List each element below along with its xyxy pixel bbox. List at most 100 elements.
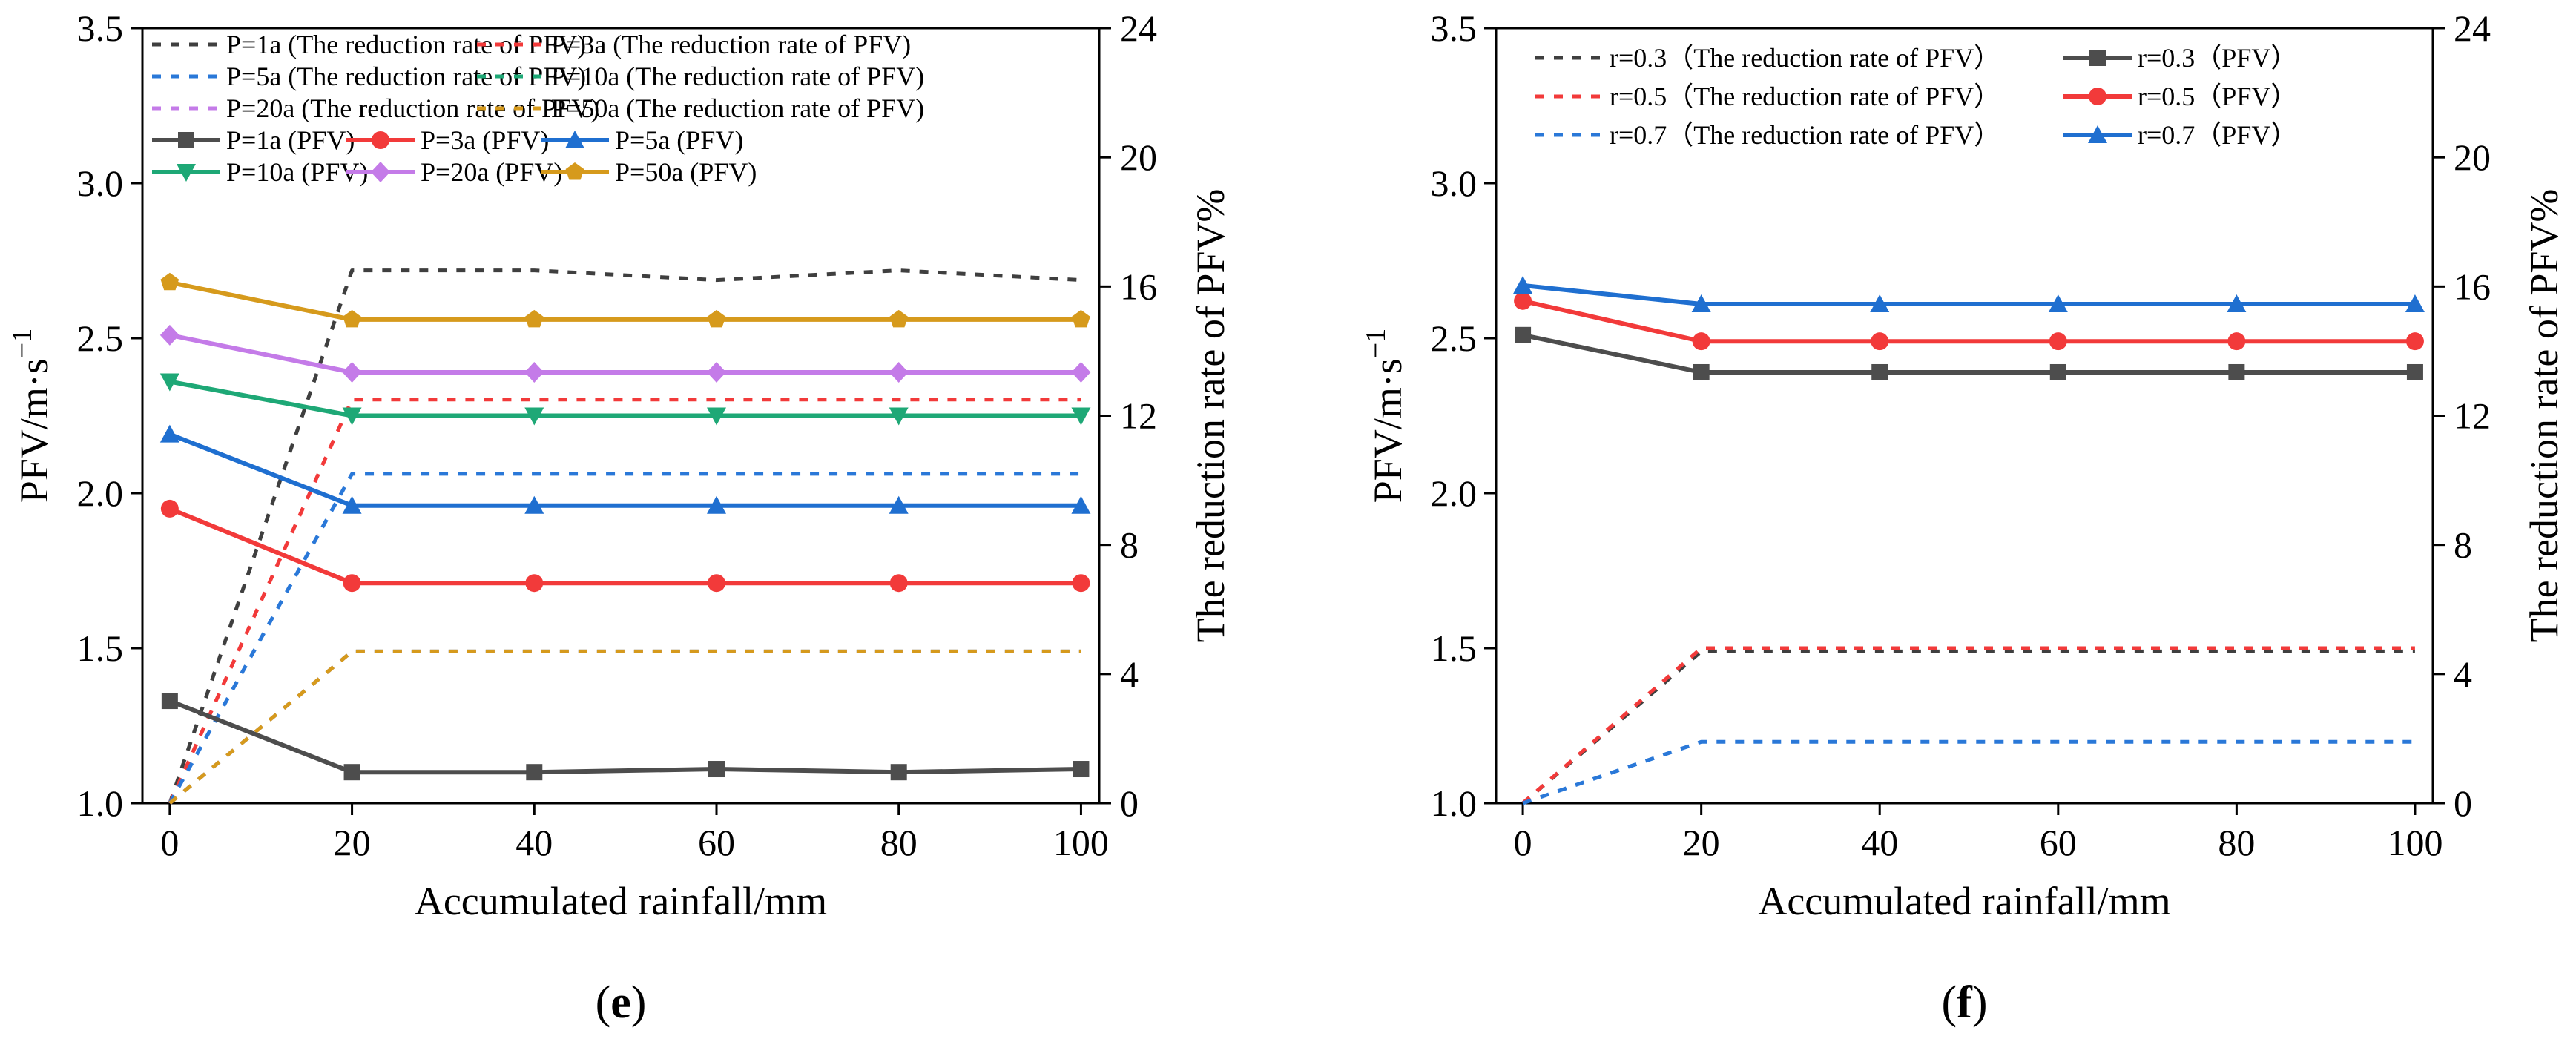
data-point — [1871, 332, 1889, 351]
data-point — [1515, 326, 1532, 343]
series-rate-4 — [168, 649, 1081, 805]
data-point — [1692, 332, 1710, 351]
series-pfv-4 — [1514, 291, 2424, 351]
x-tick-label: 60 — [2040, 822, 2077, 863]
panel-label-close: ) — [1972, 977, 1988, 1028]
legend: P=1a (The reduction rate of PFV)P=3a (Th… — [152, 30, 924, 187]
data-point — [889, 574, 908, 593]
series-pfv-7 — [160, 499, 1090, 593]
legend-label: P=1a (PFV) — [226, 125, 355, 155]
legend-label: P=50a (PFV) — [615, 157, 757, 187]
series-pfv-11 — [160, 272, 1090, 328]
series-line — [168, 507, 1081, 586]
y-right-axis-title: The reduction rate of PFV% — [1188, 189, 1233, 643]
data-point — [1513, 275, 1533, 294]
data-point — [343, 574, 361, 593]
series-line — [168, 472, 1081, 805]
data-point — [1073, 761, 1090, 778]
series-rate-0 — [168, 268, 1081, 804]
series-line — [169, 379, 1081, 418]
series-line — [168, 432, 1081, 508]
panel-label-open: ( — [1942, 977, 1957, 1028]
data-point — [524, 407, 544, 426]
y-left-axis-title: PFV/m·s−1 — [7, 329, 56, 504]
legend-item: P=3a (The reduction rate of PFV) — [477, 30, 911, 59]
series-rate-0 — [1521, 649, 2415, 805]
legend-marker — [2089, 88, 2106, 105]
y-right-tick-label: 16 — [1120, 265, 1157, 307]
y-left-tick-label: 1.5 — [77, 627, 124, 669]
data-point — [2405, 294, 2425, 313]
legend-item: r=0.3（The reduction rate of PFV） — [1535, 43, 2000, 73]
legend-item: P=5a (The reduction rate of PFV) — [152, 62, 586, 91]
chart-panel-f: 0 20 40 60 80 100 1.0 1.5 2.0 2.5 3.0 3.5 0 4 8 12 16 20 2… — [1360, 7, 2566, 1028]
legend-label: r=0.5（PFV） — [2138, 82, 2297, 111]
data-point — [889, 495, 909, 514]
legend-marker — [565, 131, 584, 148]
series-line — [169, 332, 1081, 375]
data-point — [524, 495, 544, 514]
data-point — [2227, 294, 2247, 313]
series-line — [1522, 298, 2415, 344]
data-point — [2049, 363, 2066, 380]
data-point — [889, 407, 909, 426]
data-point — [1514, 291, 1532, 310]
legend-label: P=20a (The reduction rate of PFV) — [226, 93, 599, 123]
data-point — [159, 373, 179, 392]
legend-item: r=0.5（PFV） — [2063, 82, 2297, 111]
data-point — [2406, 363, 2423, 380]
data-point — [342, 495, 362, 514]
legend-item: P=20a (PFV) — [346, 157, 562, 187]
series-line — [1522, 332, 2415, 375]
y-left-tick-label: 1.5 — [1431, 627, 1478, 669]
data-point — [707, 309, 726, 328]
legend-marker — [371, 162, 390, 182]
data-point — [342, 361, 362, 383]
series-pfv-5 — [1513, 275, 2425, 313]
data-point — [526, 764, 543, 781]
y-left-tick-label: 2.5 — [1431, 317, 1478, 359]
data-point — [161, 693, 178, 710]
data-point — [2049, 332, 2067, 351]
series-line — [168, 699, 1081, 775]
legend-marker — [2089, 50, 2106, 66]
y-left-axis-title-main: PFV/m·s — [12, 358, 56, 503]
y-right-tick-label: 24 — [1120, 7, 1157, 49]
y-left-tick-label: 2.0 — [1431, 472, 1478, 514]
series-line — [1521, 646, 2415, 805]
legend-item: P=3a (PFV) — [346, 125, 549, 155]
series-rate-2 — [1522, 739, 2415, 805]
series-pfv-9 — [159, 373, 1091, 426]
x-axis-title: Accumulated rainfall/mm — [415, 879, 827, 923]
data-point — [2405, 332, 2424, 351]
series-line — [168, 398, 1081, 805]
legend-item: P=1a (PFV) — [152, 125, 355, 155]
legend-item: P=50a (PFV) — [541, 157, 757, 187]
x-tick-label: 100 — [2387, 822, 2442, 863]
legend-item: P=50a (The reduction rate of PFV) — [477, 93, 924, 123]
y-left-tick-label: 3.5 — [1431, 7, 1478, 49]
x-tick-label: 80 — [880, 822, 918, 863]
data-point — [1871, 363, 1888, 380]
data-point — [159, 324, 179, 346]
data-point — [2048, 294, 2068, 313]
legend-label: P=10a (The reduction rate of PFV) — [551, 62, 924, 91]
legend-marker — [177, 164, 196, 182]
x-axis-title: Accumulated rainfall/mm — [1758, 879, 2170, 923]
y-left-tick-label: 2.0 — [77, 472, 124, 514]
series-line — [168, 649, 1081, 805]
chart-panel-e: 0 20 40 60 80 100 1.0 1.5 2.0 2.5 3.0 3.5 0 4 8 12 16 20 2… — [7, 7, 1233, 1028]
data-point — [343, 309, 361, 328]
data-point — [2228, 363, 2245, 380]
series-rate-2 — [168, 472, 1081, 805]
data-point — [2227, 332, 2246, 351]
legend-item: r=0.3（PFV） — [2063, 43, 2297, 73]
y-right-tick-label: 16 — [2454, 265, 2491, 307]
panel-label: (e) — [596, 977, 647, 1028]
legend-item: P=10a (The reduction rate of PFV) — [477, 62, 924, 91]
legend-item: r=0.7（The reduction rate of PFV） — [1535, 120, 2000, 150]
legend-label: r=0.3（PFV） — [2138, 43, 2297, 73]
y-right-tick-label: 8 — [1120, 524, 1139, 566]
y-left-tick-label: 3.5 — [77, 7, 124, 49]
